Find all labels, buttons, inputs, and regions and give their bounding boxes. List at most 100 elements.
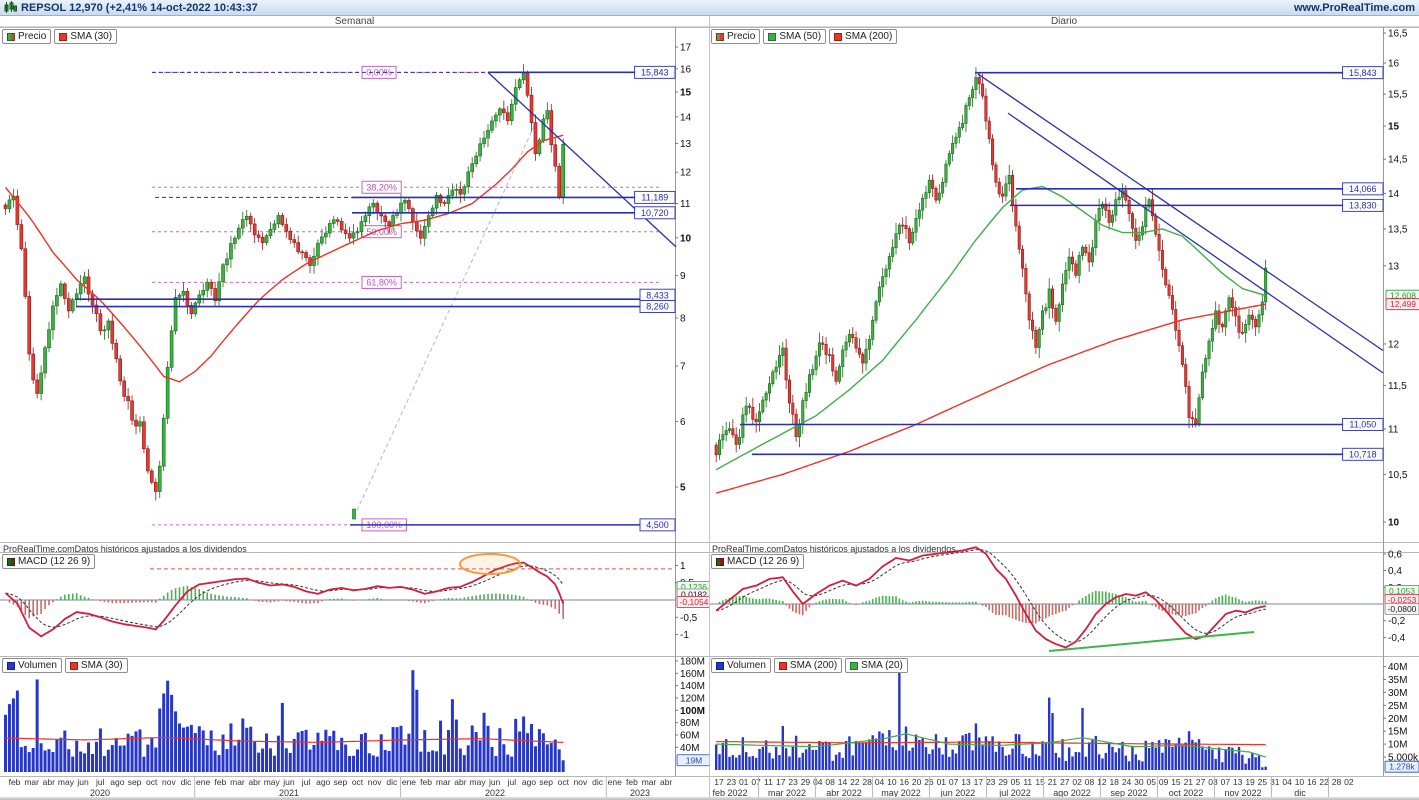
x-axis-month-label: jun 2022 <box>940 788 976 798</box>
legend-chip-sma200[interactable]: SMA (200) <box>829 29 898 44</box>
macd-axis-tick-label: 1 <box>680 561 686 572</box>
legend-chip-precio[interactable]: Precio <box>2 29 52 44</box>
x-axis-day-label: 22 <box>1319 777 1329 787</box>
x-axis-month-label: abr 2022 <box>826 788 862 798</box>
volume-sma30 <box>5 736 564 744</box>
legend-chip-volumen[interactable]: Volumen <box>2 658 62 673</box>
x-axis-month-label: abr <box>43 777 55 787</box>
trendline <box>1007 112 1384 374</box>
x-axis-day-label: 17 <box>714 777 724 787</box>
price-axis-tick-label: 17 <box>680 43 692 54</box>
legend-chip-sma20[interactable]: SMA (20) <box>845 658 908 673</box>
price-axis-tick-label: 10 <box>680 233 692 244</box>
x-axis-month-label: oct <box>352 777 364 787</box>
x-axis-month-label: mar <box>24 777 39 787</box>
legend-chip-sma30[interactable]: SMA (30) <box>54 29 118 44</box>
x-axis-month-label: mar <box>230 777 245 787</box>
x-axis-day-label: 29 <box>998 777 1008 787</box>
fib-label-box <box>361 275 402 289</box>
x-axis-month-label: oct <box>558 777 570 787</box>
volume-axis-tick-label: 10M <box>1388 740 1407 751</box>
legend-color-swatch-icon <box>850 661 859 670</box>
weekly-chart-canvas[interactable]: 0,00%38,20%50,00%61,80%100,00%15,84311,1… <box>0 27 709 800</box>
x-axis-day-label: 04 <box>875 777 885 787</box>
price-level-label: 8,433 <box>646 290 669 300</box>
price-axis-tick-label: 14 <box>680 112 692 123</box>
trendline <box>977 73 1384 352</box>
price-axis-tick-label: 12 <box>680 168 692 179</box>
macd-value-tag: 0,1053 <box>1389 586 1415 596</box>
daily-volume-legend: Volumen SMA (200) SMA (20) <box>711 658 908 673</box>
x-axis-day-label: 08 <box>1085 777 1095 787</box>
x-axis-month-label: feb <box>420 777 432 787</box>
daily-chart-canvas[interactable]: 15,843 14,066 13,830 11,050 10,718 16,5 16 15,5… <box>709 27 1419 800</box>
legend-chip-sma200[interactable]: SMA (200) <box>773 658 843 673</box>
legend-chip-sma30[interactable]: SMA (30) <box>64 658 128 673</box>
price-level-label: 4,500 <box>646 520 669 530</box>
price-level-label-box <box>634 190 676 204</box>
x-axis-day-label: 17 <box>776 777 786 787</box>
x-axis-day-label: 16 <box>900 777 910 787</box>
x-axis-month-label: dic <box>592 777 604 787</box>
price-level-label: 10,720 <box>641 208 669 218</box>
x-axis-month-label: jul 2022 <box>998 788 1031 798</box>
price-level-label-box <box>1342 66 1384 80</box>
legend-chip-macd12269[interactable]: MACD (12 26 9) <box>2 554 96 569</box>
price-axis-tick-label: 13 <box>680 139 692 150</box>
x-axis-month-label: mar <box>436 777 451 787</box>
macd-axis-tick-label: 0,4 <box>1388 566 1402 577</box>
volume-sma200 <box>716 740 1266 746</box>
x-axis-month-label: nov <box>368 777 382 787</box>
x-axis-month-label: sep 2022 <box>1110 788 1147 798</box>
x-axis-day-label: 25 <box>1258 777 1268 787</box>
x-axis-day-label: 15 <box>1035 777 1045 787</box>
x-axis-day-label: 07 <box>1221 777 1231 787</box>
left-data-source-note: ProRealTime.comDatos históricos ajustado… <box>3 544 247 554</box>
trendline <box>487 71 677 248</box>
x-axis-day-label: 18 <box>1109 777 1119 787</box>
price-axis-tick-label: 11,5 <box>1388 381 1407 392</box>
x-axis-month-label: feb <box>214 777 226 787</box>
volume-current-tag: 19M <box>686 755 703 765</box>
price-level-label: 8,260 <box>646 302 669 312</box>
x-axis-day-label: 07 <box>751 777 761 787</box>
legend-label: SMA (20) <box>861 660 903 671</box>
x-axis-month-label: nov 2022 <box>1224 788 1261 798</box>
price-axis-tick-label: 15 <box>1388 122 1400 133</box>
price-axis-tick-label: 14,5 <box>1388 155 1408 166</box>
legend-chip-macd12269[interactable]: MACD (12 26 9) <box>711 554 805 569</box>
x-axis-month-label: may <box>264 777 281 787</box>
x-axis-year-label: 2021 <box>279 788 299 798</box>
x-axis-day-label: 10 <box>887 777 897 787</box>
x-axis-month-label: ene <box>608 777 622 787</box>
weekly-price-legend: Precio SMA (30) <box>2 29 118 44</box>
x-axis-day-label: 30 <box>1134 777 1144 787</box>
fib-label: 38,20% <box>366 182 397 192</box>
daily-price-legend: Precio SMA (50) SMA (200) <box>711 29 898 44</box>
prorealtime-watermark: www.ProRealTime.com <box>1293 1 1415 14</box>
legend-chip-sma50[interactable]: SMA (50) <box>763 29 827 44</box>
macd-histogram <box>8 585 564 619</box>
macd-highlight-ellipse <box>459 553 521 575</box>
x-axis-day-label: 07 <box>949 777 959 787</box>
legend-chip-precio[interactable]: Precio <box>711 29 761 44</box>
price-axis-tick-label: 13 <box>1388 261 1400 272</box>
price-level-label: 13,830 <box>1349 201 1377 211</box>
macd-axis-tick-label: -1 <box>680 630 689 641</box>
x-axis-day-label: 21 <box>1048 777 1058 787</box>
legend-color-swatch-icon <box>7 32 15 41</box>
macd-axis-tick-label: -0,4 <box>1388 633 1406 644</box>
macd-value-tag: -0,1054 <box>680 597 709 607</box>
x-axis-month-label: dic <box>181 777 193 787</box>
x-axis-day-label: 04 <box>1282 777 1292 787</box>
price-axis-tick-label: 13,5 <box>1388 224 1408 235</box>
x-axis-year-label: 2023 <box>630 788 650 798</box>
legend-label: SMA (50) <box>779 31 822 42</box>
volume-axis-tick-label: 35M <box>1388 675 1407 686</box>
legend-color-swatch-icon <box>834 32 843 41</box>
volume-axis-tick-label: 25M <box>1388 701 1407 712</box>
macd-value-tag-box <box>676 596 709 608</box>
volume-bars <box>4 670 565 772</box>
legend-chip-volumen[interactable]: Volumen <box>711 658 771 673</box>
x-axis-month-label: feb <box>626 777 638 787</box>
